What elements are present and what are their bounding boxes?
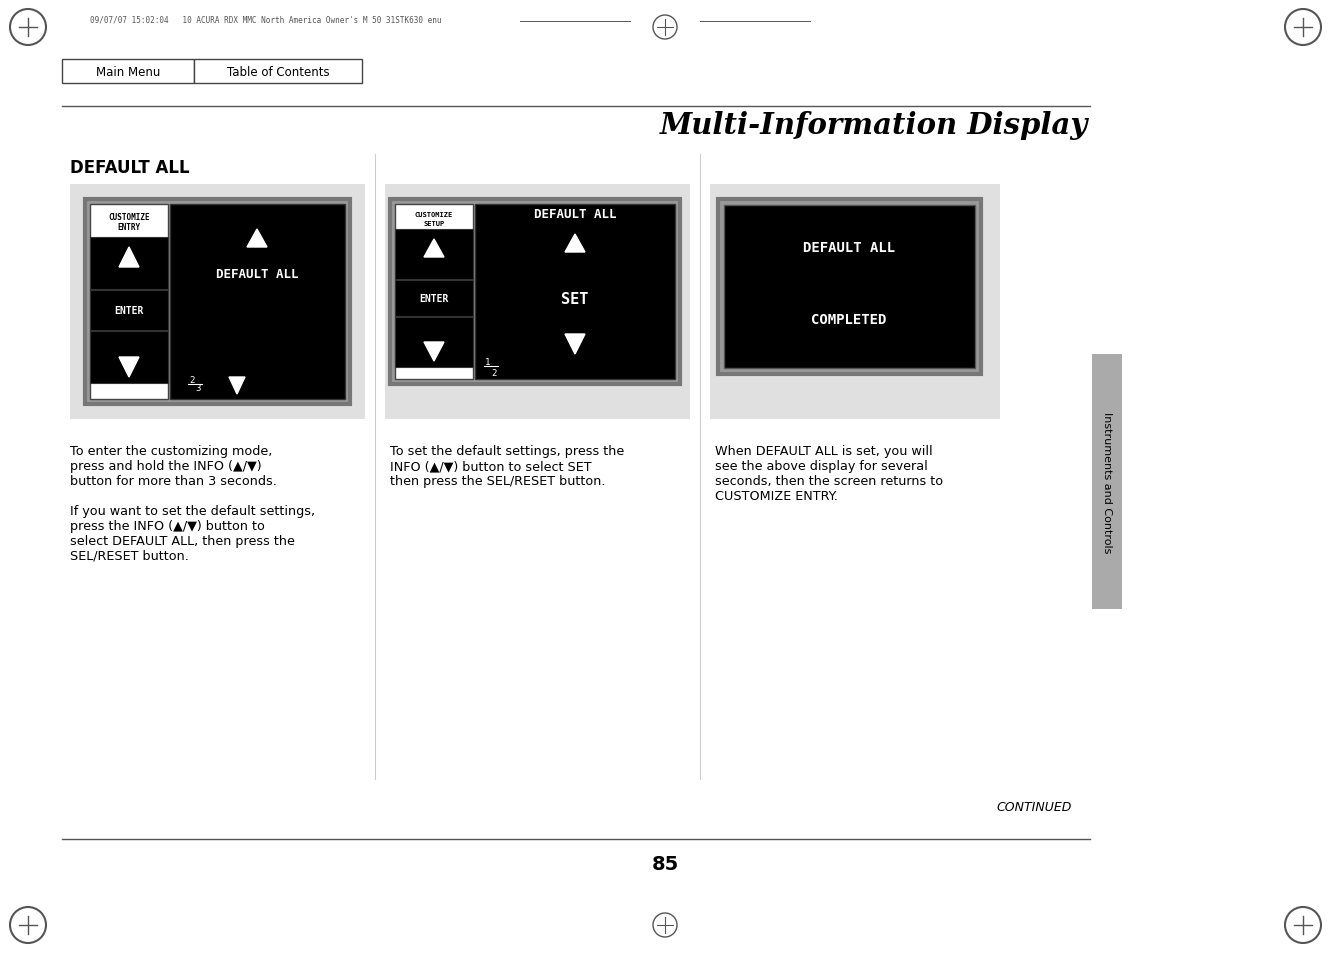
Bar [91, 205, 168, 399]
Bar [475, 205, 675, 379]
Bar [717, 200, 981, 375]
Text: CONTINUED: CONTINUED [997, 801, 1071, 814]
Text: Table of Contents: Table of Contents [226, 66, 329, 78]
Polygon shape [425, 240, 445, 257]
Text: 1: 1 [486, 358, 491, 367]
Text: press and hold the INFO (▲/▼): press and hold the INFO (▲/▼) [71, 459, 262, 473]
Bar [1091, 355, 1122, 609]
Text: To set the default settings, press the: To set the default settings, press the [390, 444, 624, 457]
Text: seconds, then the screen returns to: seconds, then the screen returns to [715, 475, 944, 488]
Text: Multi-Information Display: Multi-Information Display [660, 111, 1087, 139]
Bar [63, 60, 194, 84]
Bar [395, 205, 473, 379]
Bar [85, 200, 350, 405]
Polygon shape [564, 335, 586, 355]
Text: ENTER: ENTER [114, 306, 144, 315]
Bar [385, 185, 689, 419]
Text: ENTER: ENTER [419, 294, 449, 304]
Text: INFO (▲/▼) button to select SET: INFO (▲/▼) button to select SET [390, 459, 591, 473]
Text: ENTRY: ENTRY [117, 223, 141, 233]
Bar [709, 185, 1000, 419]
Text: SET: SET [562, 293, 588, 307]
Polygon shape [118, 248, 138, 268]
Bar [395, 281, 473, 316]
Text: press the INFO (▲/▼) button to: press the INFO (▲/▼) button to [71, 519, 265, 533]
Text: CUSTOMIZE: CUSTOMIZE [415, 212, 453, 218]
Text: CUSTOMIZE: CUSTOMIZE [108, 213, 150, 222]
Text: CUSTOMIZE ENTRY.: CUSTOMIZE ENTRY. [715, 490, 839, 502]
Text: 3: 3 [196, 384, 201, 393]
Polygon shape [425, 343, 445, 361]
Polygon shape [564, 234, 586, 253]
Text: If you want to set the default settings,: If you want to set the default settings, [71, 504, 315, 517]
Text: select DEFAULT ALL, then press the: select DEFAULT ALL, then press the [71, 535, 295, 547]
Text: DEFAULT ALL: DEFAULT ALL [803, 241, 894, 254]
Bar [724, 206, 976, 369]
Polygon shape [229, 377, 245, 395]
Text: When DEFAULT ALL is set, you will: When DEFAULT ALL is set, you will [715, 444, 933, 457]
Bar [390, 200, 680, 385]
Text: Main Menu: Main Menu [96, 66, 160, 78]
Text: then press the SEL/RESET button.: then press the SEL/RESET button. [390, 475, 606, 488]
Bar [170, 205, 345, 399]
Bar [395, 230, 473, 280]
Text: DEFAULT ALL: DEFAULT ALL [71, 159, 189, 177]
Polygon shape [248, 230, 268, 248]
Text: COMPLETED: COMPLETED [812, 313, 886, 327]
Text: DEFAULT ALL: DEFAULT ALL [534, 209, 616, 221]
Text: SETUP: SETUP [423, 221, 445, 227]
Text: see the above display for several: see the above display for several [715, 459, 928, 473]
Bar [91, 291, 168, 331]
Bar [91, 332, 168, 384]
Bar [395, 317, 473, 368]
Text: button for more than 3 seconds.: button for more than 3 seconds. [71, 475, 277, 488]
Text: 09/07/07 15:02:04   10 ACURA RDX MMC North America Owner's M 50 31STK630 enu: 09/07/07 15:02:04 10 ACURA RDX MMC North… [91, 15, 442, 25]
Text: 2: 2 [189, 376, 194, 385]
Text: SEL/RESET button.: SEL/RESET button. [71, 550, 189, 562]
Text: DEFAULT ALL: DEFAULT ALL [216, 268, 298, 281]
Bar [71, 185, 365, 419]
Bar [91, 237, 168, 290]
Text: 85: 85 [651, 855, 679, 874]
Polygon shape [118, 357, 138, 377]
Text: To enter the customizing mode,: To enter the customizing mode, [71, 444, 273, 457]
Text: 2: 2 [491, 369, 496, 378]
Bar [194, 60, 362, 84]
Text: Instruments and Controls: Instruments and Controls [1102, 412, 1111, 553]
